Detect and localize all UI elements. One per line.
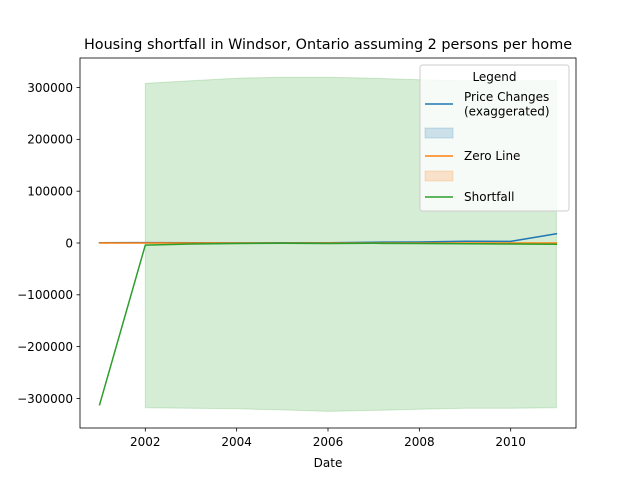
- x-tick-label: 2008: [404, 435, 435, 449]
- y-axis-ticks: −300000 −200000 −100000 0 100000 200000 300000: [17, 81, 80, 406]
- y-tick-label: 200000: [27, 133, 73, 147]
- legend-entry-label: Price Changes (exaggerated): [464, 90, 550, 119]
- y-tick-label: −300000: [17, 392, 73, 406]
- x-tick-label: 2002: [130, 435, 161, 449]
- x-axis-ticks: 2002 2004 2006 2008 2010: [130, 428, 526, 449]
- x-tick-label: 2010: [495, 435, 526, 449]
- y-tick-label: 300000: [27, 81, 73, 95]
- legend: Legend Price Changes (exaggerated) Zero Lin…: [419, 64, 570, 212]
- legend-title: Legend: [472, 70, 516, 84]
- legend-band-swatch: [424, 170, 454, 182]
- x-tick-label: 2004: [221, 435, 252, 449]
- chart-title: Housing shortfall in Windsor, Ontario as…: [84, 37, 572, 53]
- legend-entry-label: Shortfall: [464, 190, 514, 204]
- y-tick-label: −200000: [17, 340, 73, 354]
- legend-box: [419, 64, 570, 212]
- x-axis-label: Date: [314, 456, 343, 470]
- y-tick-label: 0: [65, 236, 73, 250]
- y-tick-label: 100000: [27, 184, 73, 198]
- legend-band-swatch: [424, 127, 454, 139]
- series-line-2: [98, 242, 558, 406]
- y-tick-label: −100000: [17, 288, 73, 302]
- legend-entry-label: Zero Line: [464, 149, 520, 163]
- x-tick-label: 2006: [313, 435, 344, 449]
- series-lines: [98, 232, 558, 406]
